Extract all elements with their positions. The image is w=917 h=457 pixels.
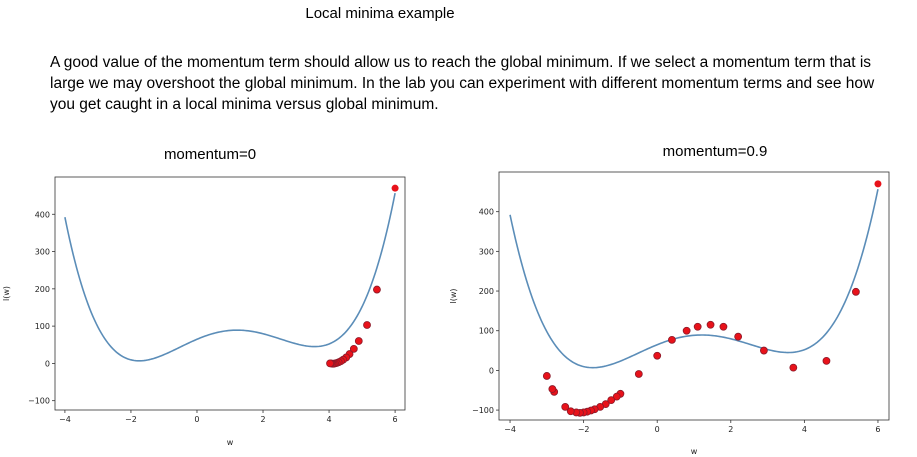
iteration-point xyxy=(548,385,557,393)
x-tick-label: 2 xyxy=(260,415,265,424)
x-tick-label: 6 xyxy=(393,415,398,424)
x-tick-label: −2 xyxy=(578,425,590,434)
x-tick-label: 4 xyxy=(802,425,807,434)
iteration-point xyxy=(668,335,676,344)
iteration-point xyxy=(653,351,662,360)
iteration-point xyxy=(693,322,702,331)
loss-curve-line xyxy=(509,189,879,369)
iteration-point xyxy=(373,285,381,294)
y-tick-label: 100 xyxy=(35,322,50,331)
iteration-point xyxy=(542,372,551,380)
iteration-point xyxy=(566,407,575,416)
chart-title-momentum-0.9: momentum=0.9 xyxy=(662,143,768,160)
x-tick-label: −2 xyxy=(125,415,137,424)
iteration-point xyxy=(734,332,743,341)
iteration-point xyxy=(822,356,831,365)
page-title: Local minima example xyxy=(305,5,455,22)
y-axis-label: l(w) xyxy=(449,288,458,303)
iteration-point xyxy=(760,346,768,355)
iteration-point xyxy=(682,326,691,335)
iteration-point xyxy=(634,370,643,378)
iteration-point xyxy=(874,180,882,188)
iteration-point xyxy=(349,344,358,353)
x-tick-label: −4 xyxy=(59,415,71,424)
y-tick-label: 200 xyxy=(479,287,494,296)
x-tick-label: −4 xyxy=(504,425,516,434)
iteration-point xyxy=(363,321,371,329)
chart-title-momentum-0: momentum=0 xyxy=(163,146,257,163)
iteration-point xyxy=(354,337,363,345)
iteration-point xyxy=(561,403,570,411)
x-tick-label: 2 xyxy=(728,425,733,434)
y-tick-label: 300 xyxy=(35,248,50,257)
intro-paragraph: A good value of the momentum term should… xyxy=(50,54,875,113)
x-axis-label: w xyxy=(691,447,698,456)
x-tick-label: 6 xyxy=(875,425,880,434)
x-tick-label: 0 xyxy=(655,425,660,434)
x-tick-label: 0 xyxy=(194,415,199,424)
y-tick-label: −100 xyxy=(28,397,50,406)
y-tick-label: 400 xyxy=(479,208,494,217)
y-axis-label: l(w) xyxy=(2,286,11,301)
y-tick-label: 100 xyxy=(479,327,494,336)
y-tick-label: 400 xyxy=(35,210,50,219)
y-tick-label: 300 xyxy=(479,247,494,256)
y-tick-label: −100 xyxy=(472,406,494,415)
iteration-point xyxy=(851,287,860,296)
y-tick-label: 0 xyxy=(489,366,494,375)
iteration-point xyxy=(326,359,334,368)
iteration-point xyxy=(612,392,621,401)
x-tick-label: 4 xyxy=(327,415,332,424)
y-tick-label: 0 xyxy=(45,359,50,368)
plot-frame xyxy=(54,176,406,411)
iteration-point xyxy=(607,396,616,405)
loss-curve-line xyxy=(64,192,396,362)
iteration-point xyxy=(789,363,798,372)
y-tick-label: 200 xyxy=(35,285,50,294)
iteration-point xyxy=(706,320,715,329)
x-axis-label: w xyxy=(227,438,234,447)
plot-frame xyxy=(498,171,890,421)
iteration-point xyxy=(719,322,728,331)
iteration-point xyxy=(391,184,399,192)
